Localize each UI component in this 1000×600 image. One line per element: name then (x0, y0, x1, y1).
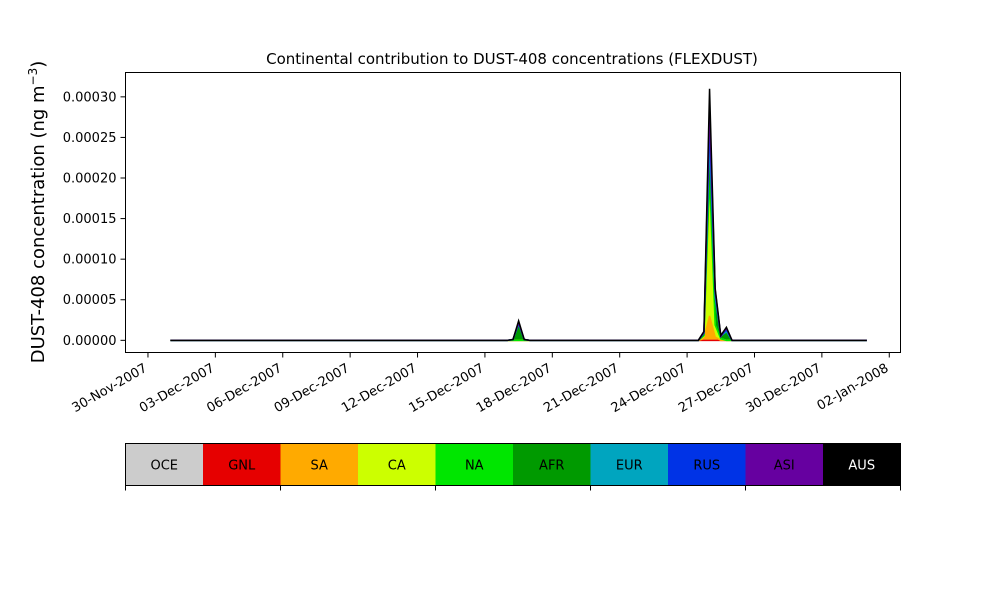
legend-label-sa: SA (311, 459, 328, 474)
line-rus (170, 125, 867, 342)
legend-swatch-ca (358, 443, 436, 486)
line-na (170, 177, 867, 342)
x-tick-label: 09-Dec-2007 (272, 361, 352, 416)
y-tick-label: 0.00010 (63, 253, 117, 268)
line-eur (170, 141, 867, 342)
legend-swatch-afr (513, 443, 591, 486)
x-tick-label: 27-Dec-2007 (676, 361, 756, 416)
x-tick-label: 06-Dec-2007 (204, 361, 284, 416)
y-tick-label: 0.00030 (63, 90, 117, 105)
area-rus (170, 125, 867, 341)
area-aus (170, 88, 867, 341)
legend-swatch-na (435, 443, 514, 486)
area-asi (170, 109, 867, 341)
legend-swatch-sa (280, 443, 359, 486)
legend-label-aus: AUS (848, 459, 875, 474)
y-axis: 0.00000 0.00005 0.00010 0.00015 0.00020 0.000… (63, 90, 126, 349)
x-tick-label: 24-Dec-2007 (609, 361, 689, 416)
legend-swatch-aus (823, 443, 901, 486)
area-na (170, 178, 867, 341)
x-tick-label: 30-Nov-2007 (70, 361, 150, 416)
chart-title: Continental contribution to DUST-408 con… (266, 50, 758, 68)
legend-swatch-gnl (203, 443, 281, 486)
legend-label-ca: CA (388, 459, 406, 474)
area-afr (170, 157, 867, 341)
y-tick-label: 0.00020 (63, 172, 117, 187)
y-tick-label: 0.00015 (63, 212, 117, 227)
y-axis-label-exponent: −3 (26, 68, 40, 86)
y-axis-label: DUST-408 concentration (ng m−3) (26, 61, 49, 364)
line-asi (170, 108, 867, 342)
x-tick-label: 30-Dec-2007 (743, 361, 823, 416)
x-tick-label: 15-Dec-2007 (407, 361, 487, 416)
plot-content (170, 88, 867, 342)
y-axis-label-close: ) (28, 61, 49, 68)
y-tick-label: 0.00000 (63, 334, 117, 349)
legend-label-na: NA (465, 459, 484, 474)
legend-swatch-eur (590, 443, 669, 486)
line-aus (170, 88, 867, 342)
legend-label-gnl: GNL (228, 459, 256, 474)
legend: OCE GNL SA CA NA AFR EUR RUS ASI AUS (125, 443, 901, 491)
legend-label-eur: EUR (616, 459, 643, 474)
legend-swatch-oce (125, 443, 204, 486)
y-axis-label-main: DUST-408 concentration (ng m (28, 85, 49, 363)
x-tick-label: 02-Jan-2008 (815, 361, 892, 414)
area-eur (170, 141, 867, 341)
legend-label-asi: ASI (774, 459, 795, 474)
y-tick-label: 0.00025 (63, 131, 117, 146)
legend-label-rus: RUS (693, 459, 720, 474)
legend-swatch-asi (745, 443, 824, 486)
legend-label-afr: AFR (539, 459, 564, 474)
y-tick-label: 0.00005 (63, 293, 117, 308)
line-afr (170, 157, 867, 342)
legend-frame (125, 443, 901, 486)
legend-swatch-rus (668, 443, 746, 486)
x-tick-label: 12-Dec-2007 (339, 361, 419, 416)
plot-frame (125, 72, 901, 353)
x-tick-label: 03-Dec-2007 (137, 361, 217, 416)
x-tick-label: 18-Dec-2007 (474, 361, 554, 416)
legend-label-oce: OCE (150, 459, 178, 474)
x-axis: 30-Nov-200703-Dec-200706-Dec-200709-Dec-… (70, 352, 892, 416)
x-tick-label: 21-Dec-2007 (541, 361, 621, 416)
